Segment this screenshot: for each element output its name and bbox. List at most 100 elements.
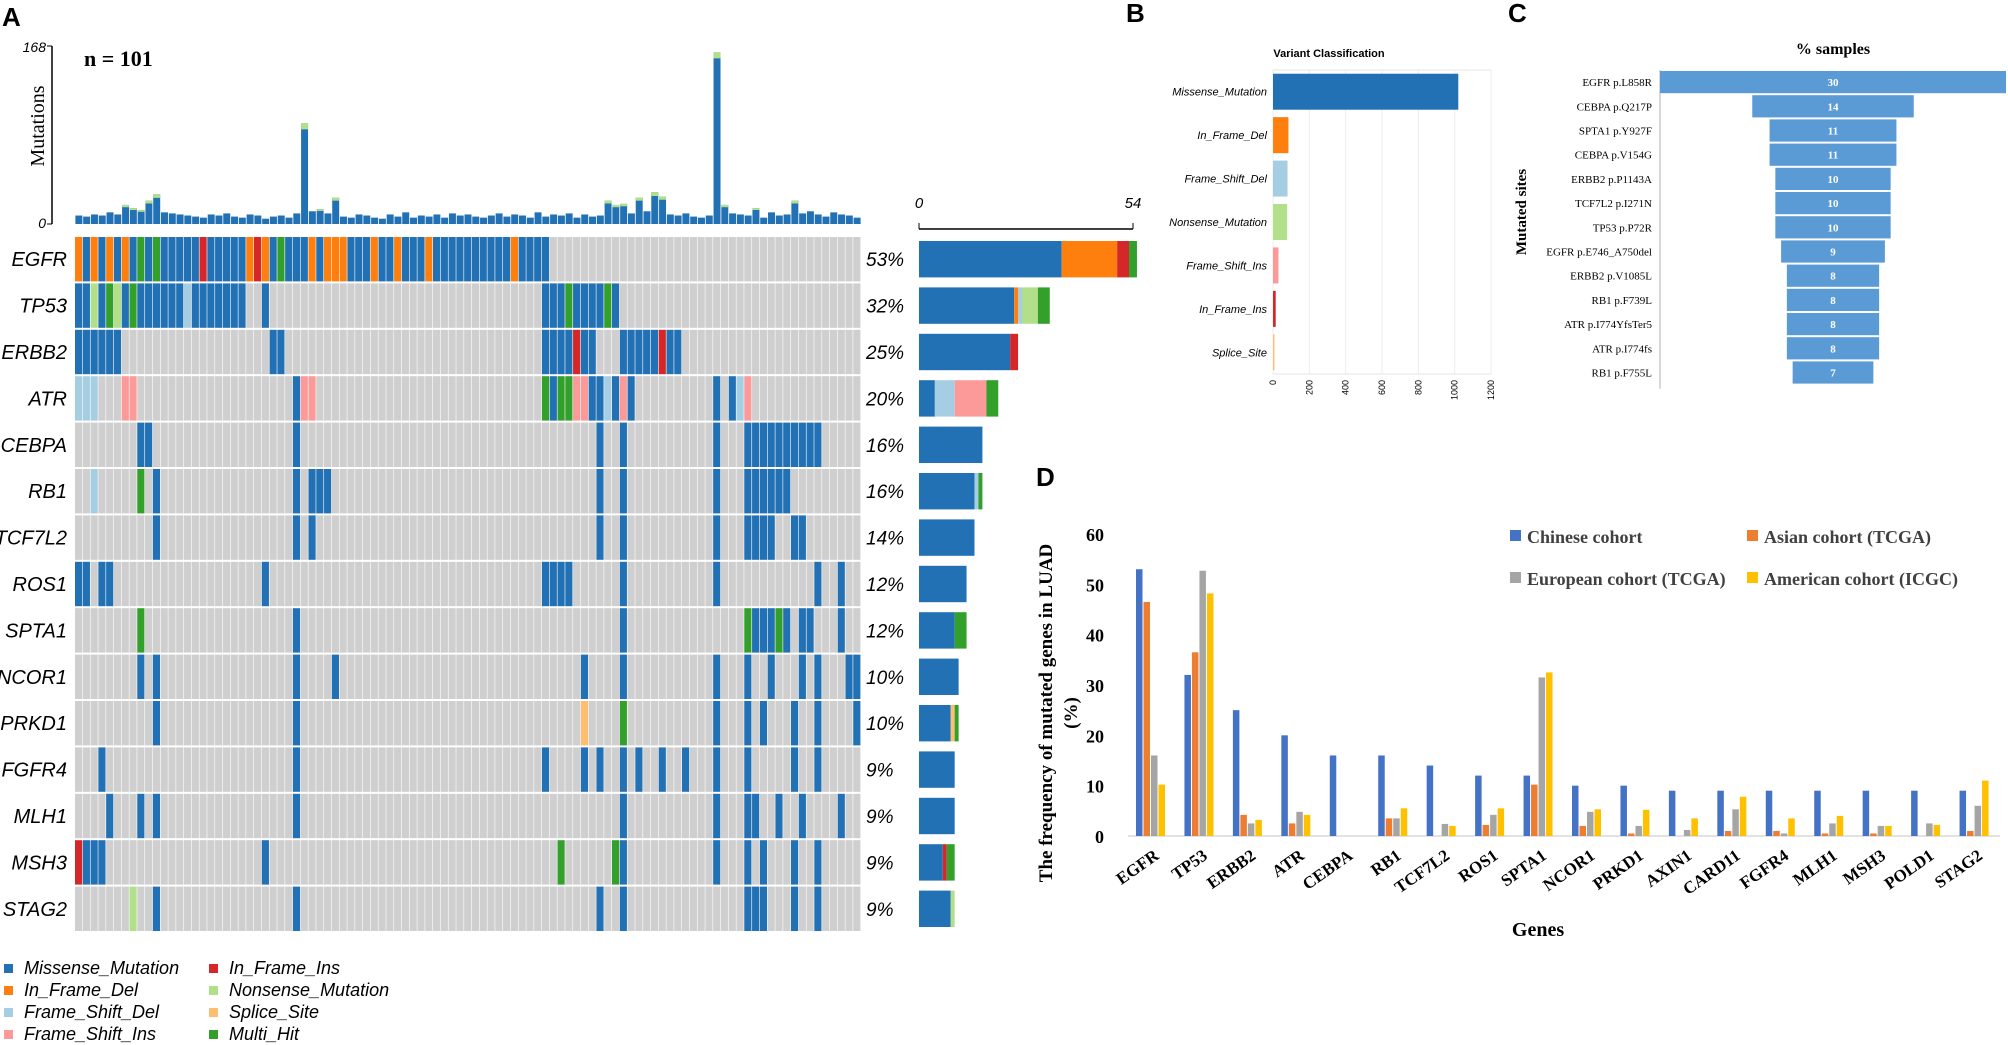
tmb-bar <box>324 213 332 224</box>
oncoplot-cell <box>790 840 799 885</box>
tmb-bar <box>129 208 137 224</box>
cohort-xtick: PRKD1 <box>1589 846 1646 894</box>
tmb-bar <box>690 216 698 224</box>
oncoplot-cell <box>495 701 503 746</box>
oncoplot-cell <box>627 329 635 375</box>
oncoplot-cell <box>697 469 705 514</box>
cohort-bar <box>1788 818 1795 836</box>
oncoplot-cell <box>464 747 472 792</box>
sites-value: 11 <box>1828 126 1838 138</box>
oncoplot-cell <box>518 747 526 792</box>
oncoplot-cell <box>378 608 386 653</box>
oncoplot-cell <box>814 608 822 653</box>
sites-bar <box>1775 167 1891 190</box>
oncoplot-cell <box>98 701 106 746</box>
oncoplot-cell <box>417 793 425 839</box>
oncoplot-cell <box>705 747 713 792</box>
gene-bar-segment <box>942 844 947 881</box>
oncoplot-cell <box>370 561 378 607</box>
cohort-xtick: RB1 <box>1367 846 1404 880</box>
oncoplot-cell <box>853 469 861 514</box>
oncoplot-cell <box>378 469 386 514</box>
oncoplot-cell <box>448 422 456 467</box>
oncoplot-cell <box>191 469 199 514</box>
legend-label: Splice_Site <box>229 1002 319 1022</box>
oncoplot-cell <box>713 329 721 375</box>
oncoplot-cell <box>160 329 168 375</box>
oncoplot-cell <box>767 329 775 375</box>
sites-title: % samples <box>1796 41 1870 58</box>
oncoplot-cell <box>448 654 456 699</box>
oncoplot-cell <box>269 886 277 931</box>
oncoplot-cell <box>580 469 589 514</box>
oncoplot-cell <box>409 469 417 514</box>
oncoplot-cell <box>619 283 627 328</box>
oncoplot-cell <box>386 886 394 931</box>
gene-bar-segment <box>919 519 975 556</box>
oncoplot-cell <box>191 422 199 467</box>
oncoplot-cell <box>230 561 238 607</box>
oncoplot-cell <box>728 376 736 421</box>
oncoplot-cell <box>557 376 565 421</box>
oncoplot-cell <box>510 469 518 514</box>
oncoplot-cell <box>253 701 262 746</box>
oncoplot-cell <box>596 840 604 885</box>
oncoplot-cell <box>90 237 98 282</box>
oncoplot-cell <box>697 747 705 792</box>
cohort-bar <box>1829 823 1836 836</box>
tmb-bar <box>332 197 340 224</box>
gene-percent: 14% <box>866 529 904 550</box>
oncoplot-cell <box>238 469 246 514</box>
tmb-bar <box>495 213 503 224</box>
tmb-bar <box>448 213 456 224</box>
sites-value: 10 <box>1828 222 1840 234</box>
oncoplot-cell <box>347 422 355 467</box>
tmb-bar <box>596 215 604 224</box>
oncoplot-cell <box>829 608 838 653</box>
oncoplot-cell <box>222 329 231 375</box>
oncoplot-cell <box>464 469 472 514</box>
oncoplot-cell <box>798 329 806 375</box>
oncoplot-cell <box>650 376 659 421</box>
oncoplot-cell <box>129 654 137 699</box>
oncoplot-cell <box>121 654 129 699</box>
oncoplot-cell <box>324 329 332 375</box>
oncoplot-cell <box>658 747 666 792</box>
oncoplot-cell <box>401 886 410 931</box>
oncoplot-cell <box>682 654 690 699</box>
cohort-bar <box>1717 790 1724 836</box>
oncoplot-cell <box>689 608 697 653</box>
oncoplot-cell <box>635 886 643 931</box>
oncoplot-cell <box>222 561 231 607</box>
tmb-bar <box>347 217 355 224</box>
oncoplot-cell <box>160 515 168 560</box>
oncoplot-cell <box>137 469 145 514</box>
tmb-bar <box>192 216 200 224</box>
cohort-bar <box>1232 710 1240 836</box>
oncoplot-cell <box>292 793 301 839</box>
sites-value: 10 <box>1828 174 1840 186</box>
oncoplot-cell <box>806 422 814 467</box>
oncoplot-cell <box>619 329 627 375</box>
sites-bar <box>1786 313 1880 336</box>
tmb-bar-cap <box>620 203 628 207</box>
gene-bar-segment <box>919 705 951 742</box>
oncoplot-cell <box>308 701 316 746</box>
oncoplot-cell <box>90 701 98 746</box>
oncoplot-cell <box>355 654 363 699</box>
oncoplot-cell <box>401 793 410 839</box>
oncoplot-cell <box>557 701 565 746</box>
oncoplot-cell <box>222 376 231 421</box>
oncoplot-cell <box>456 793 464 839</box>
oncoplot-cell <box>611 561 620 607</box>
oncoplot-cell <box>845 561 853 607</box>
oncoplot-cell <box>409 283 417 328</box>
cohort-ytick: 0 <box>1095 827 1104 847</box>
oncoplot-cell <box>503 283 511 328</box>
tmb-bar <box>697 217 705 224</box>
oncoplot-cell <box>409 886 417 931</box>
oncoplot-cell <box>705 376 713 421</box>
oncoplot-cell <box>331 515 339 560</box>
oncoplot-cell <box>355 793 363 839</box>
